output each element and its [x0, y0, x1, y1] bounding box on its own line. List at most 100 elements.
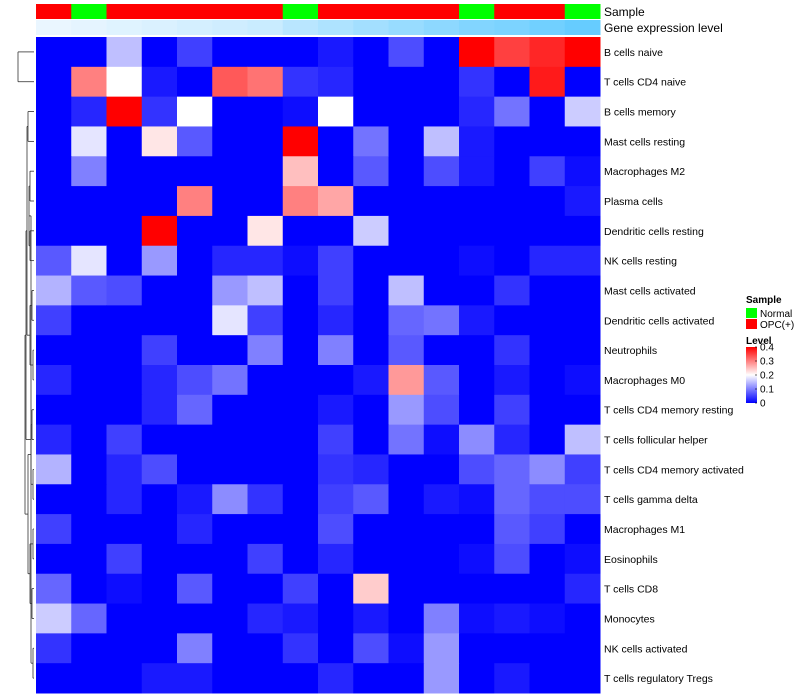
- heatmap-cell: [494, 215, 530, 247]
- heatmap-cell: [177, 603, 213, 634]
- row-label: Macrophages M2: [604, 166, 685, 178]
- heatmap-cell: [388, 37, 425, 68]
- heatmap-cell: [529, 156, 566, 187]
- heatmap-cell: [106, 663, 143, 694]
- row-labels: B cells naive T cells CD4 naive B cells me…: [604, 47, 744, 685]
- heatmap-cell: [388, 126, 425, 157]
- heatmap-cell: [36, 514, 72, 545]
- heatmap-cell: [318, 215, 354, 247]
- heatmap-cell: [36, 215, 72, 247]
- heatmap-cell: [494, 37, 530, 68]
- heatmap-cell: [494, 66, 530, 98]
- row-label: Dendritic cells activated: [604, 315, 714, 327]
- heatmap-cell: [318, 275, 354, 306]
- heatmap-cell: [212, 454, 248, 485]
- heatmap-cell: [177, 37, 213, 68]
- heatmap-cell: [282, 215, 319, 247]
- heatmap-cell: [529, 66, 566, 98]
- heatmap-cell: [177, 156, 213, 187]
- heatmap-cell: [318, 454, 354, 485]
- heatmap-cell: [36, 365, 72, 396]
- heatmap-cell: [71, 126, 107, 157]
- heatmap-cell: [282, 66, 319, 98]
- heatmap-cell: [494, 245, 530, 277]
- heatmap-cell: [106, 454, 143, 485]
- heatmap-cell: [388, 603, 425, 634]
- heatmap-cell: [318, 603, 354, 634]
- heatmap-cell: [564, 66, 601, 98]
- heatmap-cell: [494, 573, 530, 605]
- heatmap-cell: [177, 394, 213, 426]
- heatmap-cell: [353, 424, 389, 455]
- heatmap-cell: [177, 543, 213, 575]
- heatmap-cell: [318, 394, 354, 426]
- sample-annotation-cell: [282, 4, 319, 19]
- heatmap-cell: [36, 573, 72, 605]
- sample-annotation-cell: [177, 4, 213, 19]
- heatmap-cell: [423, 66, 460, 98]
- expression-annotation-cell: [177, 20, 213, 35]
- heatmap-cell: [459, 305, 495, 336]
- heatmap-cell: [529, 394, 566, 426]
- heatmap-cell: [71, 603, 107, 634]
- heatmap-cell: [564, 245, 601, 277]
- heatmap-cell: [247, 215, 284, 247]
- heatmap-cell: [71, 543, 107, 575]
- heatmap-cell: [177, 215, 213, 247]
- heatmap-cell: [494, 663, 530, 694]
- row-label: Mast cells activated: [604, 285, 696, 297]
- heatmap-cell: [141, 335, 178, 366]
- heatmap-cell: [459, 573, 495, 605]
- expression-annotation-cell: [529, 20, 566, 35]
- row-label: Mast cells resting: [604, 136, 685, 148]
- heatmap-cell: [71, 424, 107, 455]
- heatmap-cell: [141, 424, 178, 455]
- heatmap-cell: [71, 394, 107, 426]
- heatmap-cell: [282, 663, 319, 694]
- heatmap-cell: [212, 603, 248, 634]
- row-label: NK cells resting: [604, 256, 677, 268]
- heatmap-cell: [388, 156, 425, 187]
- heatmap-cell: [564, 454, 601, 485]
- heatmap-cell: [106, 424, 143, 455]
- heatmap-cell: [353, 543, 389, 575]
- heatmap-cell: [423, 663, 460, 694]
- heatmap-cell: [318, 365, 354, 396]
- heatmap-cell: [564, 573, 601, 605]
- heatmap-cell: [529, 37, 566, 68]
- heatmap-cell: [388, 335, 425, 366]
- heatmap-cell: [318, 484, 354, 515]
- heatmap-cell: [494, 186, 530, 217]
- heatmap-cell: [177, 275, 213, 306]
- heatmap-cell: [141, 543, 178, 575]
- heatmap-cell: [36, 275, 72, 306]
- heatmap-cell: [529, 275, 566, 306]
- heatmap-cell: [529, 454, 566, 485]
- heatmap-cell: [564, 215, 601, 247]
- heatmap-cell: [459, 245, 495, 277]
- sample-annotation-cell: [71, 4, 107, 19]
- heatmap-cell: [353, 215, 389, 247]
- heatmap-cell: [459, 335, 495, 366]
- heatmap-cell: [423, 335, 460, 366]
- heatmap-cell: [247, 573, 284, 605]
- heatmap-cell: [318, 514, 354, 545]
- heatmap-cell: [36, 543, 72, 575]
- heatmap-cell: [529, 543, 566, 575]
- heatmap-cell: [388, 573, 425, 605]
- heatmap-cell: [36, 663, 72, 694]
- heatmap-cell: [36, 186, 72, 217]
- heatmap-cell: [388, 275, 425, 306]
- heatmap-cell: [212, 245, 248, 277]
- expression-annotation-cell: [212, 20, 248, 35]
- heatmap-cell: [423, 573, 460, 605]
- heatmap-cell: [71, 514, 107, 545]
- row-label: Dendritic cells resting: [604, 226, 704, 238]
- heatmap-cell: [529, 365, 566, 396]
- heatmap-cell: [423, 603, 460, 634]
- heatmap-cell: [106, 126, 143, 157]
- heatmap-cell: [282, 633, 319, 664]
- heatmap-cell: [282, 126, 319, 157]
- expression-annotation-cell: [282, 20, 319, 35]
- heatmap-cell: [564, 663, 601, 694]
